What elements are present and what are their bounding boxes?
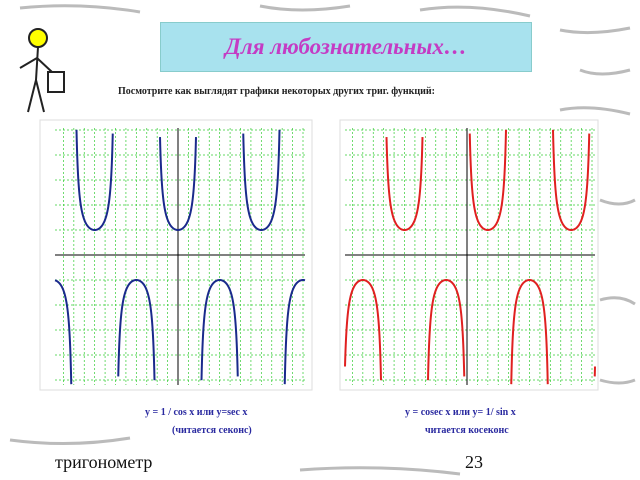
caption: y = cosec x или y= 1/ sin x: [405, 407, 516, 418]
note: читается косеконс: [425, 425, 509, 436]
title: Для любознательных…: [225, 34, 467, 59]
caption: y = 1 / cos x или y=sec x: [145, 407, 248, 418]
subtitle: Посмотрите как выглядят графики некоторы…: [118, 86, 436, 97]
figure-icon: [19, 28, 65, 113]
footer: тригонометр: [55, 452, 153, 472]
decorations: [9, 4, 636, 476]
curve: [54, 129, 306, 385]
note: (читается секонс): [172, 425, 252, 436]
title-box: Для любознательных…: [160, 22, 532, 72]
page-number: 23: [465, 452, 483, 472]
curve: [344, 129, 596, 385]
